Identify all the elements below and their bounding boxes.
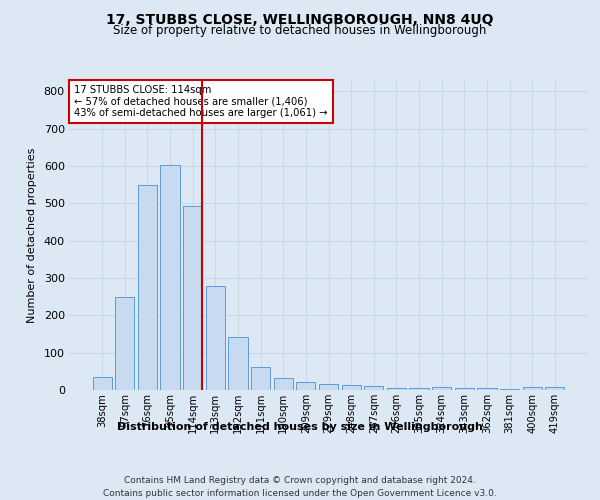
Bar: [160, 165, 180, 390]
Bar: [229, 337, 248, 390]
Bar: [115, 296, 134, 390]
Text: 17, STUBBS CLOSE, WELLINGBOROUGH, NN8 4UQ: 17, STUBBS CLOSE, WELLINGBOROUGH, NN8 4U…: [106, 12, 494, 26]
Bar: [319, 384, 338, 390]
Bar: [432, 387, 451, 390]
Bar: [455, 388, 474, 390]
Bar: [409, 388, 428, 390]
Text: Size of property relative to detached houses in Wellingborough: Size of property relative to detached ho…: [113, 24, 487, 37]
Text: Contains public sector information licensed under the Open Government Licence v3: Contains public sector information licen…: [103, 489, 497, 498]
Bar: [206, 286, 225, 390]
Bar: [138, 186, 157, 390]
Bar: [523, 386, 542, 390]
Bar: [387, 388, 406, 390]
Text: Contains HM Land Registry data © Crown copyright and database right 2024.: Contains HM Land Registry data © Crown c…: [124, 476, 476, 485]
Bar: [477, 388, 497, 390]
Bar: [92, 377, 112, 390]
Y-axis label: Number of detached properties: Number of detached properties: [27, 148, 37, 322]
Bar: [274, 378, 293, 390]
Bar: [364, 386, 383, 390]
Text: 17 STUBBS CLOSE: 114sqm
← 57% of detached houses are smaller (1,406)
43% of semi: 17 STUBBS CLOSE: 114sqm ← 57% of detache…: [74, 84, 328, 118]
Bar: [296, 382, 316, 390]
Bar: [545, 386, 565, 390]
Bar: [341, 385, 361, 390]
Bar: [183, 206, 202, 390]
Text: Distribution of detached houses by size in Wellingborough: Distribution of detached houses by size …: [117, 422, 483, 432]
Bar: [251, 367, 270, 390]
